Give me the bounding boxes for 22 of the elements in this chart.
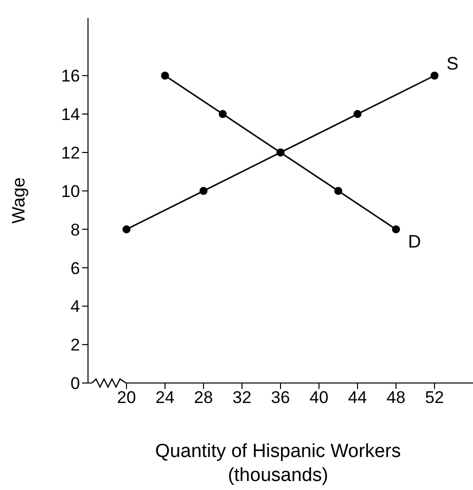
x-tick-label: 24	[156, 388, 174, 408]
y-tick-label: 10	[61, 182, 80, 201]
x-tick-label: 28	[194, 388, 213, 408]
y-tick-label: 4	[70, 297, 80, 316]
y-tick-label: 16	[61, 66, 80, 86]
x-tick-label: 40	[310, 388, 328, 408]
y-tick-label: 12	[61, 144, 80, 163]
y-tick-label: 14	[61, 105, 80, 124]
x-tick-label: 36	[271, 388, 290, 408]
y-tick-label: 8	[70, 220, 80, 240]
x-axis-title: Quantity of Hispanic Workers (thousands)	[154, 440, 402, 488]
x-tick-label: 32	[232, 388, 252, 408]
x-tick-label: 20	[117, 388, 136, 408]
series-label: S	[446, 54, 459, 74]
y-tick-label: 0	[70, 374, 80, 394]
y-tick-label: 2	[70, 336, 80, 355]
x-tick-label: 48	[386, 388, 406, 408]
x-tick-label: 52	[425, 388, 444, 408]
x-tick-label: 44	[348, 388, 367, 408]
y-tick-label: 6	[70, 258, 80, 278]
y-axis-title: Wage	[8, 177, 28, 224]
series-label: D	[408, 231, 421, 252]
